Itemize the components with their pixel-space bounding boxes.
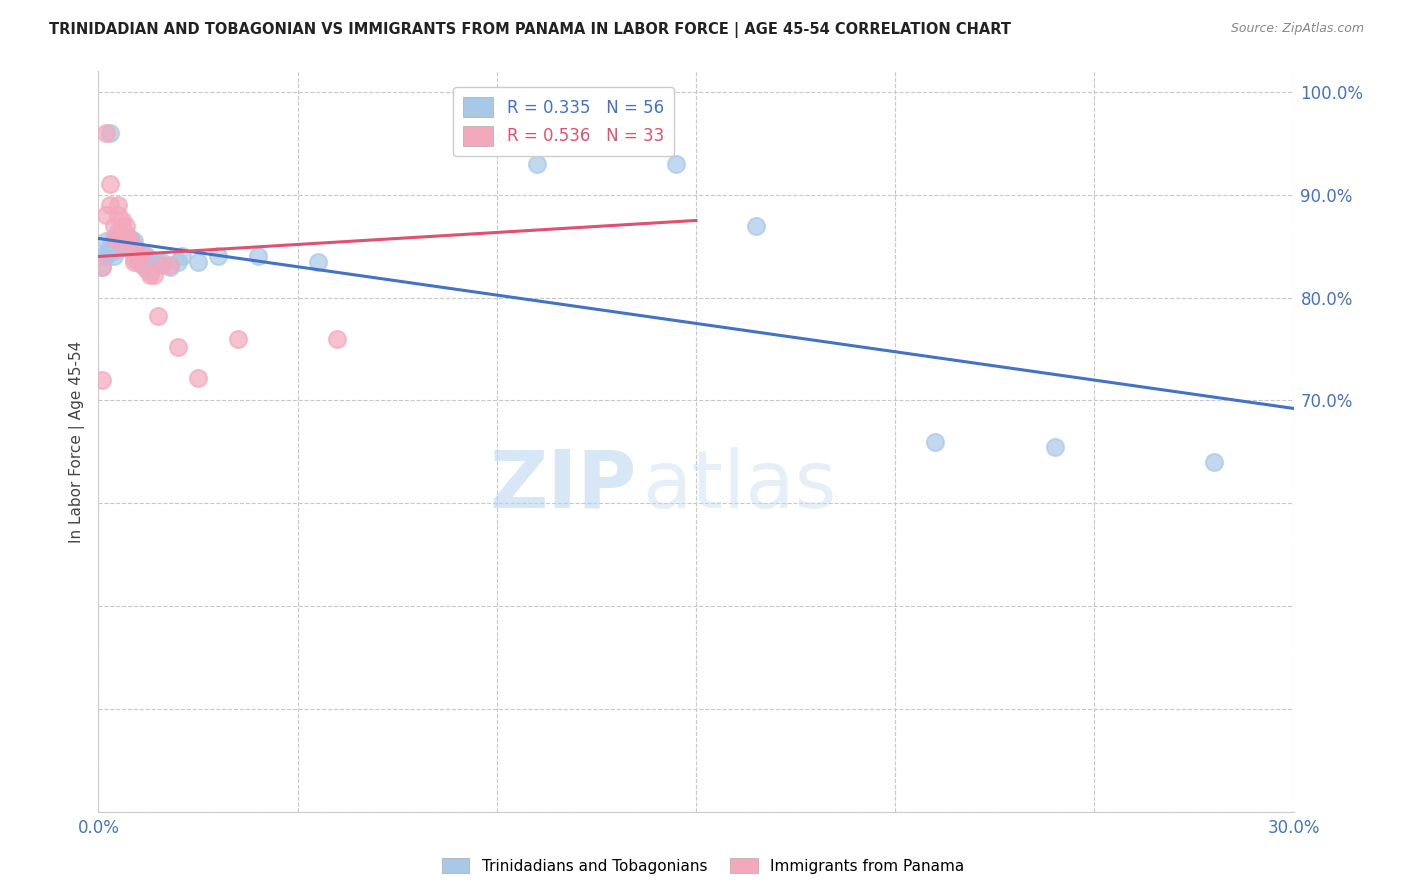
Point — [120, 231, 142, 245]
Point — [103, 219, 125, 233]
Point — [103, 250, 125, 264]
Point — [605, 111, 627, 125]
Point — [167, 254, 190, 268]
Point — [115, 234, 138, 248]
Text: ZIP: ZIP — [489, 447, 637, 525]
Point — [98, 198, 122, 212]
Point — [127, 250, 149, 264]
Point — [111, 219, 134, 233]
Point — [111, 213, 134, 227]
Point — [207, 250, 229, 264]
Point — [135, 250, 157, 264]
Point — [120, 234, 142, 248]
Point — [167, 340, 190, 354]
Point — [120, 234, 142, 248]
Point — [1043, 440, 1066, 454]
Point — [139, 268, 162, 282]
Point — [226, 332, 249, 346]
Point — [1202, 455, 1225, 469]
Point — [111, 234, 134, 248]
Point — [91, 373, 114, 387]
Point — [96, 234, 118, 248]
Point — [96, 126, 118, 140]
Point — [98, 244, 122, 259]
Point — [107, 234, 129, 248]
Point — [139, 265, 162, 279]
Point — [96, 208, 118, 222]
Point — [111, 237, 134, 252]
Point — [120, 239, 142, 253]
Point — [107, 239, 129, 253]
Point — [115, 241, 138, 255]
Point — [107, 198, 129, 212]
Point — [111, 237, 134, 252]
Point — [246, 250, 269, 264]
Point — [107, 224, 129, 238]
Point — [111, 237, 134, 252]
Point — [91, 250, 114, 264]
Point — [124, 254, 146, 268]
Point — [103, 234, 125, 248]
Point — [120, 235, 142, 249]
Y-axis label: In Labor Force | Age 45-54: In Labor Force | Age 45-54 — [69, 341, 84, 542]
Point — [103, 244, 125, 259]
Point — [98, 126, 122, 140]
Point — [159, 258, 181, 272]
Point — [526, 157, 548, 171]
Point — [107, 228, 129, 243]
Point — [307, 254, 329, 268]
Point — [107, 228, 129, 243]
Point — [143, 268, 166, 282]
Point — [150, 258, 173, 272]
Point — [98, 239, 122, 253]
Point — [107, 228, 129, 243]
Point — [107, 234, 129, 248]
Point — [131, 247, 153, 261]
Point — [150, 254, 173, 268]
Point — [127, 250, 149, 264]
Point — [148, 309, 170, 323]
Point — [124, 239, 146, 253]
Point — [111, 231, 134, 245]
Point — [115, 227, 138, 241]
Point — [124, 234, 146, 248]
Point — [103, 234, 125, 248]
Point — [159, 260, 181, 274]
Point — [91, 260, 114, 274]
Point — [187, 371, 209, 385]
Point — [96, 250, 118, 264]
Point — [127, 254, 149, 268]
Point — [124, 244, 146, 259]
Point — [115, 238, 138, 252]
Point — [924, 434, 946, 449]
Point — [131, 258, 153, 272]
Point — [135, 261, 157, 276]
Point — [139, 252, 162, 266]
Point — [665, 157, 688, 171]
Point — [127, 247, 149, 261]
Text: TRINIDADIAN AND TOBAGONIAN VS IMMIGRANTS FROM PANAMA IN LABOR FORCE | AGE 45-54 : TRINIDADIAN AND TOBAGONIAN VS IMMIGRANTS… — [49, 22, 1011, 38]
Point — [745, 219, 768, 233]
Point — [120, 234, 142, 248]
Point — [111, 234, 134, 248]
Point — [111, 233, 134, 247]
Point — [135, 250, 157, 264]
Point — [115, 219, 138, 233]
Text: atlas: atlas — [643, 447, 837, 525]
Point — [91, 260, 114, 274]
Point — [148, 254, 170, 268]
Legend: R = 0.335   N = 56, R = 0.536   N = 33: R = 0.335 N = 56, R = 0.536 N = 33 — [453, 87, 673, 156]
Text: Source: ZipAtlas.com: Source: ZipAtlas.com — [1230, 22, 1364, 36]
Point — [103, 231, 125, 245]
Point — [98, 178, 122, 192]
Point — [326, 332, 349, 346]
Point — [172, 250, 194, 264]
Point — [107, 208, 129, 222]
Legend: Trinidadians and Tobagonians, Immigrants from Panama: Trinidadians and Tobagonians, Immigrants… — [436, 852, 970, 880]
Point — [124, 252, 146, 266]
Point — [187, 254, 209, 268]
